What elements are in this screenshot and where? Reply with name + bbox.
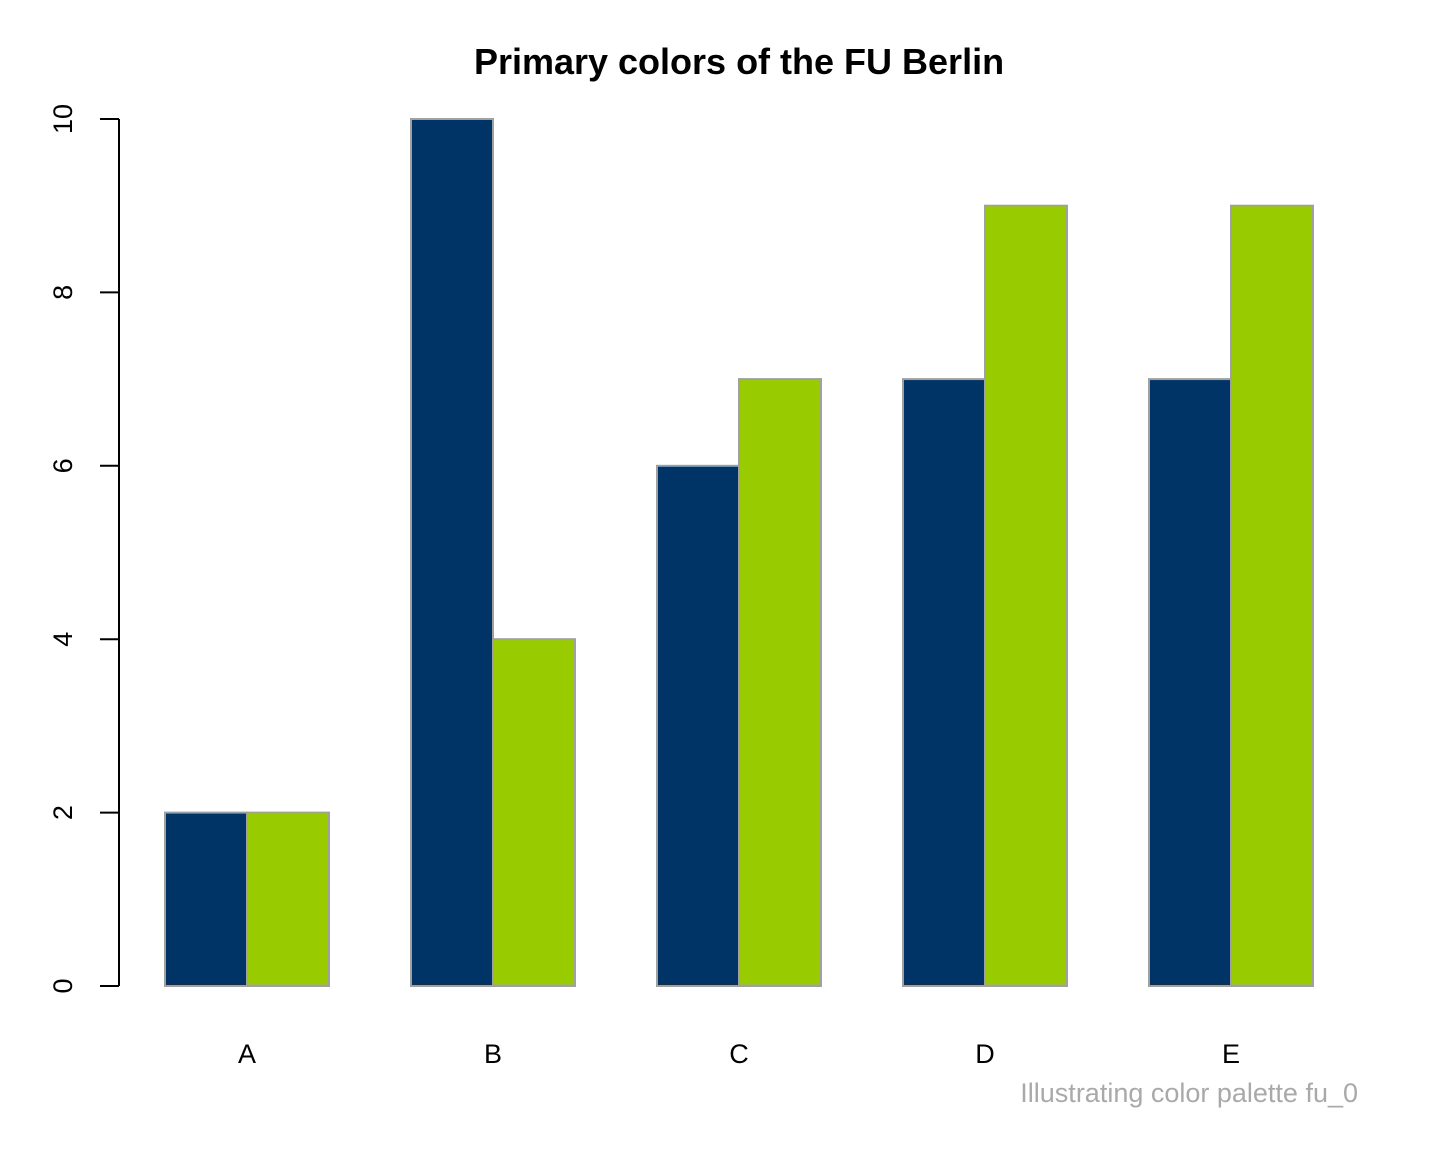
- bar-A-series-2: [246, 811, 330, 987]
- bar-E-series-2: [1230, 204, 1314, 987]
- bars: [164, 118, 1314, 988]
- bar-D-series-2: [984, 204, 1068, 987]
- x-category-label: E: [1222, 1039, 1240, 1069]
- x-category-label: C: [729, 1039, 749, 1069]
- y-tick-label: 6: [48, 458, 78, 473]
- chart-caption: Illustrating color palette fu_0: [1020, 1078, 1358, 1108]
- y-tick-label: 2: [48, 805, 78, 820]
- chart-title: Primary colors of the FU Berlin: [474, 41, 1004, 82]
- y-tick-label: 4: [48, 632, 78, 647]
- y-axis: 0 2 4 6 8 10: [48, 104, 120, 994]
- bar-C-series-2: [738, 378, 822, 988]
- bar-D-series-1: [902, 378, 986, 988]
- x-axis-labels: A B C D E: [238, 1039, 1240, 1069]
- bar-E-series-1: [1148, 378, 1232, 988]
- y-tick-label: 8: [48, 285, 78, 300]
- y-tick-label: 0: [48, 978, 78, 993]
- x-category-label: A: [238, 1039, 256, 1069]
- bar-A-series-1: [164, 811, 248, 987]
- bar-C-series-1: [656, 464, 740, 987]
- bar-B-series-2: [492, 638, 576, 987]
- x-category-label: D: [975, 1039, 995, 1069]
- bar-B-series-1: [410, 118, 494, 987]
- y-tick-label: 10: [48, 104, 78, 134]
- x-category-label: B: [484, 1039, 502, 1069]
